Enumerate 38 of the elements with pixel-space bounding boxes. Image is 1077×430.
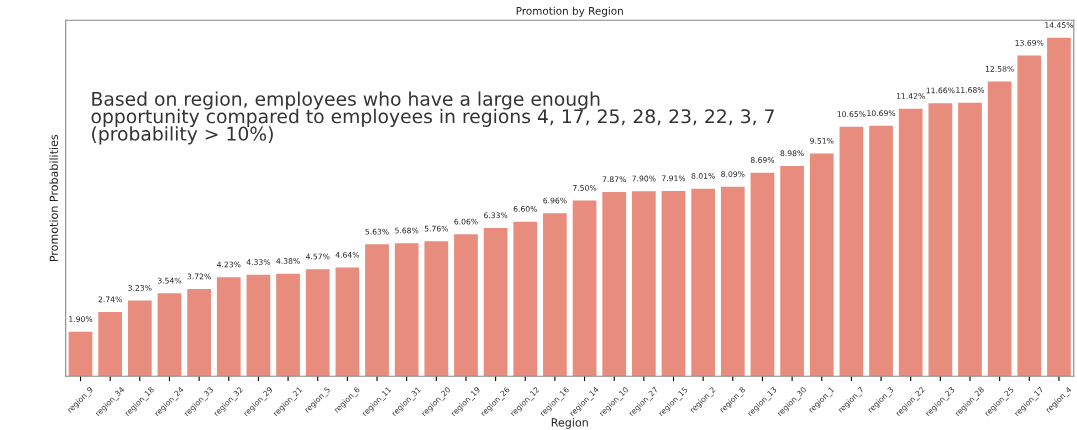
bar: [394, 243, 419, 377]
bar: [365, 244, 389, 377]
bar: [276, 273, 300, 377]
bar: [483, 227, 508, 377]
bar: [68, 331, 93, 377]
bar: [632, 191, 656, 377]
bar: [809, 153, 834, 377]
bar: [335, 267, 360, 377]
bar: [513, 221, 538, 377]
bar: [691, 188, 716, 377]
bar: [127, 300, 152, 377]
chart-title: Promotion by Region: [516, 6, 623, 17]
bar: [424, 241, 449, 377]
bar: [157, 293, 182, 377]
bar: [1047, 37, 1071, 377]
annotation: Based on region, employees who have a large enough opportunity compared to employees in regions 4, 17, 25, 28, 23, 22, 3, 7 (probability > 10%): [91, 91, 774, 145]
x-axis-title: Region: [551, 418, 588, 429]
bar: [987, 81, 1012, 377]
bar: [187, 289, 211, 377]
bar: [305, 269, 330, 377]
bar: [98, 312, 123, 377]
bar: [246, 274, 271, 377]
bar: [958, 102, 982, 377]
bar: [1017, 55, 1042, 377]
bar: [543, 213, 567, 377]
bar: [750, 172, 775, 377]
bar: [869, 125, 893, 377]
bar: [454, 234, 478, 377]
bar: [839, 126, 864, 377]
bar: [602, 191, 627, 377]
bar: [661, 190, 686, 377]
bar: [720, 186, 745, 377]
y-axis-title: Promotion Probabilities: [49, 134, 58, 262]
bar: [216, 277, 241, 377]
bar: [928, 103, 953, 377]
bar: [572, 200, 597, 377]
bar: [780, 165, 804, 377]
bar: [898, 108, 923, 377]
